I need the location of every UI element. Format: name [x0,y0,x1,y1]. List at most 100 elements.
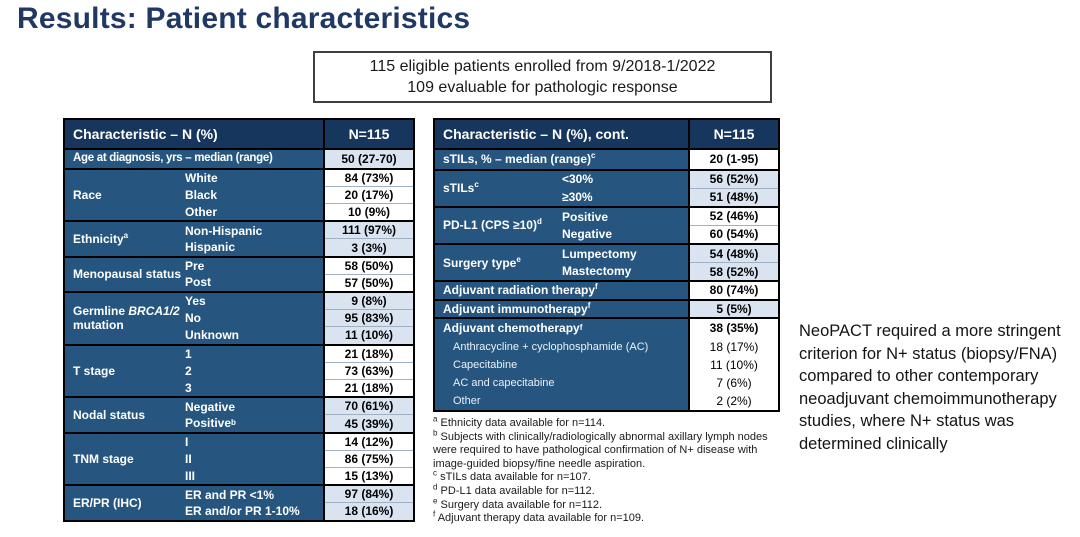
group-label: PD-L1 (CPS ≥10)d [443,217,542,233]
sub-label: ≥30% [562,189,593,204]
sub-label: Capecitabine [453,358,518,371]
value-cell: 73 (63%) [325,361,413,379]
sub-label: Unknown [185,328,239,343]
row-group-nodal: Nodal status Negative Positive b 70 (61%)… [65,396,413,432]
value-cell: 58 (52%) [690,262,778,280]
value-cell: 14 (12%) [344,434,394,449]
sub-label: Hispanic [185,240,236,255]
sub-label: Lumpectomy [562,246,637,261]
row-group-brca: Germline BRCA1/2 mutation Yes No Unknown… [65,290,413,344]
group-label: TNM stage [73,451,134,466]
sub-label: Pre [185,258,205,273]
row-group-stils: sTILsc <30% ≥30% 56 (52%) 51 (48%) [435,168,778,206]
n-header-cell: N=115 [323,120,413,148]
row-group-surgery: Surgery typee Lumpectomy Mastectomy 54 (… [435,242,778,281]
page-title: Results: Patient characteristics [17,2,471,35]
value-cell: 21 (18%) [325,379,413,396]
group-label: Adjuvant immunotherapyf [443,300,591,316]
footnote-e: e Surgery data available for n=112. [433,495,603,511]
group-label: ER/PR (IHC) [73,495,142,510]
sub-label: Other [185,204,218,219]
sub-label: No [185,311,201,326]
sub-label: Other [453,395,481,408]
value-cell: 15 (13%) [325,467,413,484]
group-label: Germline BRCA1/2 mutation [73,304,180,333]
value-cell: 38 (35%) [709,321,759,336]
left-characteristics-table: Characteristic – N (%) N=115 Age at diag… [63,118,415,522]
group-label: Adjuvant radiation therapyf [443,282,598,298]
sub-label: Black [185,188,218,202]
value-cell: 7 (6%) [716,376,752,391]
row-group-pdl1: PD-L1 (CPS ≥10)d Positive Negative 52 (4… [435,205,778,243]
value-cell: 70 (61%) [344,399,394,414]
row-group-race: Race White Black Other 84 (73%) 20 (17%)… [65,167,413,221]
row-group-adjuvant-radiation: Adjuvant radiation therapyf 80 (74%) [435,280,778,299]
characteristic-header-cell: Characteristic – N (%) [73,126,218,142]
value-cell: 56 (52%) [709,172,759,187]
value-cell: 51 (48%) [690,187,778,206]
value-cell: 84 (73%) [344,170,394,185]
sub-label: 1 [185,347,192,362]
footnote-a: a Ethnicity data available for n=114. [433,414,606,429]
row-group-adjuvant-immunotherapy: Adjuvant immunotherapyf 5 (5%) [435,298,778,318]
sub-label: Positive [562,209,609,224]
row-group-adjuvant-chemotherapy: Adjuvant chemotherapy f Anthracycline + c… [435,317,778,411]
sub-label: Negative [185,399,236,414]
value-cell: 21 (18%) [344,346,394,361]
value-cell: 54 (48%) [709,246,759,261]
row-group-ethnicity: Ethnicitya Non-Hispanic Hispanic 111 (97… [65,220,413,256]
value-cell: 45 (39%) [325,414,413,431]
value-cell: 86 (75%) [325,449,413,467]
sub-label: 3 [185,380,192,395]
value-cell: 18 (17%) [709,339,759,354]
row-group-tnm: TNM stage I II III 14 (12%) 86 (75%) 15 … [65,431,413,485]
group-label: T stage [73,363,116,378]
table-header-row: Characteristic – N (%), cont. N=115 [435,120,778,150]
sub-label: I [185,435,189,450]
table-header-row: Characteristic – N (%) N=115 [65,120,413,150]
sub-label: Positive b [185,416,236,431]
sub-label: Negative [562,227,613,242]
sub-label: II [185,451,192,466]
value-cell: 20 (17%) [325,185,413,203]
row-group-stils-median: sTILs, % – median (range)c 20 (1-95) [435,150,778,169]
characteristic-header-cell: Characteristic – N (%), cont. [443,126,629,142]
value-cell: 97 (84%) [344,487,394,502]
group-label: Ethnicitya [73,230,129,246]
value-cell: 111 (97%) [341,223,397,238]
value-cell: 50 (27-70) [341,151,397,166]
footnote-b: b Subjects with clinically/radiologicall… [433,427,768,470]
enrollment-line-2: 109 evaluable for pathologic response [407,79,678,96]
row-group-er-pr: ER/PR (IHC) ER and PR <1% ER and/or PR 1… [65,484,413,520]
value-cell: 95 (83%) [325,309,413,326]
footnote-c: c sTILs data available for n=107. [433,468,591,484]
value-cell: 52 (46%) [709,209,759,224]
value-cell: 11 (10%) [710,357,758,372]
footnotes: a Ethnicity data available for n=114. b … [433,414,787,526]
sub-label: III [185,468,196,483]
sub-label: Mastectomy [562,264,632,279]
enrollment-box: 115 eligible patients enrolled from 9/20… [313,51,772,103]
value-cell: 18 (16%) [325,502,413,519]
sub-label: AC and capecitabine [453,377,555,390]
sub-label: Post [185,275,212,290]
sub-label: Non-Hispanic [185,223,263,238]
n-header-cell: N=115 [688,120,778,148]
footnote-d: d PD-L1 data available for n=112. [433,482,595,497]
row-group-t-stage: T stage 1 2 3 21 (18%) 73 (63%) 21 (18%) [65,343,413,397]
group-label: sTILsc [443,180,479,196]
right-characteristics-table: Characteristic – N (%), cont. N=115 sTIL… [433,118,780,413]
value-cell: 11 (10%) [325,326,413,343]
value-cell: 9 (8%) [351,293,387,308]
sub-label: Yes [185,294,206,309]
group-label: Menopausal status [73,267,182,282]
group-label: Adjuvant chemotherapy f [443,321,583,336]
group-label: Age at diagnosis, yrs – median (range) [73,152,273,165]
value-cell: 20 (1-95) [709,152,759,167]
group-label: Surgery typee [443,254,521,270]
row-group-age: Age at diagnosis, yrs – median (range) 5… [65,150,413,168]
side-note: NeoPACT required a more stringent criter… [799,322,1061,453]
value-cell: 58 (50%) [344,258,394,273]
sub-label: White [185,171,218,186]
